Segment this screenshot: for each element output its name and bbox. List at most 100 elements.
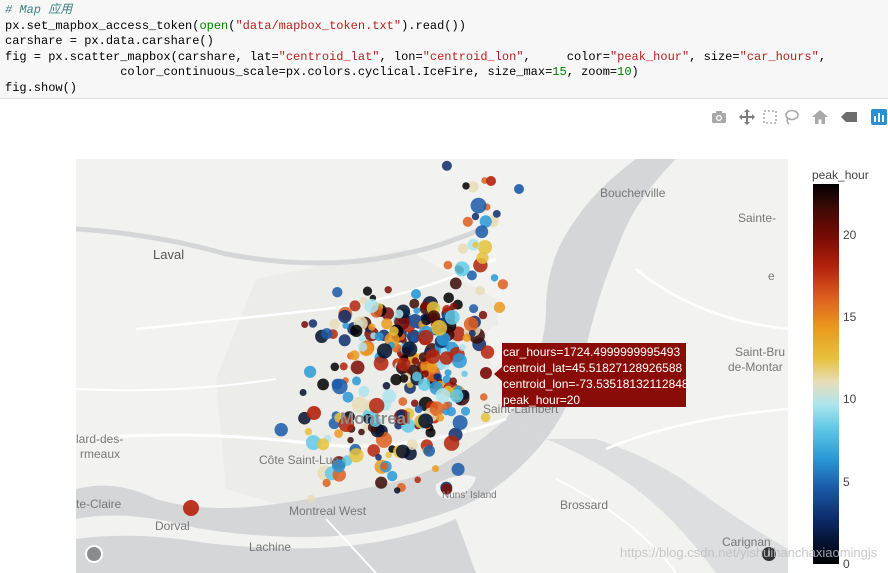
- data-point: [413, 307, 421, 314]
- data-point: [322, 478, 331, 488]
- data-point: [375, 476, 388, 489]
- data-point: [358, 334, 366, 342]
- hover-car-hours: car_hours=1724.4999999995493: [503, 345, 681, 359]
- data-point: [450, 302, 458, 310]
- data-point: [480, 393, 488, 401]
- data-point: [304, 427, 313, 436]
- data-point: [439, 351, 454, 365]
- data-point: [409, 298, 420, 309]
- data-point: [362, 286, 373, 296]
- data-point: [377, 343, 393, 359]
- data-point: [444, 310, 460, 325]
- camera-icon[interactable]: [710, 108, 728, 126]
- data-point: [307, 406, 321, 420]
- pan-icon[interactable]: [738, 108, 756, 126]
- data-point: [443, 260, 453, 270]
- data-point: [304, 365, 317, 378]
- hover-label-arrow: [494, 367, 502, 381]
- data-point: [480, 412, 491, 423]
- data-point: [477, 240, 493, 255]
- data-point: [364, 298, 379, 314]
- data-point: [367, 444, 381, 457]
- data-point: [452, 415, 468, 431]
- data-point: [384, 286, 392, 294]
- data-point: [486, 176, 496, 186]
- data-point: [375, 454, 382, 461]
- data-point: [490, 274, 499, 282]
- data-point: [469, 304, 479, 314]
- toggle-hover-icon[interactable]: [840, 108, 858, 126]
- home-icon[interactable]: [811, 108, 829, 126]
- mapbox-logo-icon[interactable]: [85, 545, 103, 563]
- data-point: [426, 361, 438, 373]
- place-label-laval: Laval: [153, 247, 185, 262]
- colorbar-tick-0: 0: [843, 557, 850, 571]
- code-line-2: carshare = px.data.carshare(): [5, 34, 214, 48]
- plotly-logo-icon[interactable]: [870, 108, 888, 126]
- attribution-info-icon[interactable]: i: [762, 547, 776, 561]
- data-point: [380, 462, 388, 470]
- place-label-sainte: Sainte-: [738, 211, 777, 225]
- place-label-lard-des: lard-des-: [76, 432, 124, 446]
- data-point: [454, 261, 470, 277]
- data-point: [385, 451, 393, 459]
- data-point: [414, 405, 423, 414]
- data-point: [382, 382, 391, 390]
- data-point: [467, 181, 479, 193]
- data-point: [411, 399, 419, 407]
- box-select-icon[interactable]: [761, 108, 779, 126]
- data-point: [410, 335, 417, 342]
- place-label-dorval: Dorval: [155, 519, 190, 533]
- data-point: [321, 328, 333, 340]
- data-point: [349, 300, 361, 312]
- data-point: [317, 378, 329, 391]
- hover-centroid-lat: centroid_lat=45.51827128926588: [503, 361, 683, 375]
- data-point: [342, 322, 350, 329]
- data-point: [394, 309, 404, 319]
- data-point: [332, 378, 348, 395]
- data-point: [331, 459, 346, 473]
- data-point: [347, 436, 354, 444]
- data-point: [435, 388, 451, 403]
- place-label-e: e: [768, 269, 775, 283]
- data-point: [390, 373, 402, 386]
- lasso-icon[interactable]: [782, 108, 800, 126]
- watermark: https://blog.csdn.net/yishuihanchaxiaomi…: [620, 545, 878, 560]
- data-point: [418, 413, 433, 429]
- data-point: [369, 397, 385, 414]
- place-label-montreal-west: Montreal West: [289, 504, 367, 518]
- plot-modebar: [710, 108, 888, 126]
- data-point: [449, 277, 462, 290]
- code-line-5: fig.show(): [5, 80, 78, 95]
- code-cell[interactable]: # Map 应用 px.set_mapbox_access_token(open…: [0, 0, 888, 99]
- data-point: [389, 326, 399, 336]
- code-comment: # Map 应用: [5, 3, 73, 17]
- data-point: [449, 377, 458, 385]
- data-point: [458, 344, 466, 351]
- data-point: [339, 362, 348, 371]
- place-label-cote-saint-luc: Côte Saint-Luc: [259, 453, 339, 467]
- data-point: [497, 279, 509, 290]
- data-point: [357, 342, 368, 352]
- data-point: [183, 500, 199, 516]
- data-point: [414, 476, 422, 484]
- scatter-mapbox[interactable]: Laval Boucherville Sainte- e Montreal Sa…: [76, 159, 788, 573]
- data-point: [450, 389, 464, 403]
- data-point: [401, 341, 418, 357]
- data-point: [396, 409, 406, 419]
- data-point: [406, 439, 418, 450]
- data-point: [466, 270, 477, 281]
- data-point: [479, 215, 492, 228]
- data-point: [342, 391, 354, 403]
- place-label-rmeaux: rmeaux: [80, 447, 121, 461]
- data-point: [451, 462, 465, 476]
- place-label-carignan: Carignan: [722, 535, 771, 549]
- data-point: [446, 406, 457, 417]
- place-label-te-claire: te-Claire: [76, 497, 122, 511]
- data-point: [493, 301, 506, 313]
- data-point: [436, 413, 445, 422]
- data-point: [307, 494, 315, 503]
- data-point: [480, 345, 495, 359]
- data-point: [381, 318, 393, 330]
- data-point: [457, 243, 469, 254]
